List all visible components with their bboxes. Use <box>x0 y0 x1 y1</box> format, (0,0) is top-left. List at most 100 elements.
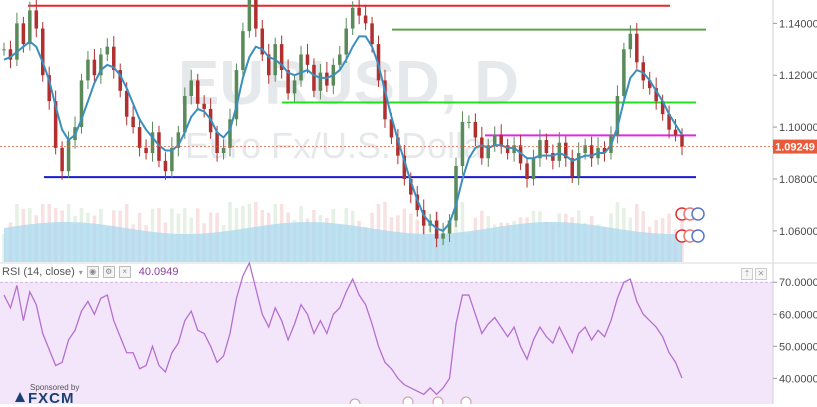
event-markers[interactable] <box>675 207 705 243</box>
candle-body <box>53 101 58 148</box>
close-pane-icon[interactable]: ✕ <box>755 268 767 280</box>
candle-body <box>241 31 245 71</box>
price-tick-label: 1.12000 <box>779 70 817 82</box>
current-price-label: 1.09249 <box>775 142 815 154</box>
candle-body <box>47 75 51 102</box>
price-tick-label: 1.14000 <box>779 18 817 30</box>
candle-body <box>421 210 426 226</box>
candle-body <box>247 0 252 32</box>
rsi-dropdown-icon[interactable]: ▾ <box>78 267 83 277</box>
volume-layer <box>2 202 684 262</box>
rsi-axis[interactable]: 70.0000 60.0000 50.0000 40.0000 <box>773 277 817 385</box>
volume-average-area <box>4 222 682 262</box>
event-marker-icon[interactable] <box>349 398 361 404</box>
candle-body <box>447 220 452 234</box>
candle-body <box>370 23 374 45</box>
rsi-event-markers[interactable] <box>349 396 472 404</box>
price-tick-label: 1.10000 <box>779 122 817 134</box>
candle-body <box>615 95 620 135</box>
event-marker-icon[interactable] <box>691 207 705 221</box>
rsi-tick-label: 50.0000 <box>779 341 817 353</box>
candle-body <box>667 114 671 130</box>
candle-body <box>124 90 129 117</box>
candle-body <box>660 101 665 115</box>
candle-body <box>183 95 187 133</box>
price-axis[interactable]: 1.14000 1.12000 1.10000 1.08000 1.06000 <box>773 18 817 238</box>
rsi-tick-label: 70.0000 <box>779 277 817 289</box>
candle-body <box>512 145 516 154</box>
current-price-badge <box>773 139 817 154</box>
candle-body <box>357 7 361 16</box>
event-marker-icon[interactable] <box>402 396 414 404</box>
candle-body <box>518 145 523 164</box>
candle-body <box>647 80 652 89</box>
candle-body <box>441 233 445 239</box>
close-icon[interactable]: × <box>118 266 131 278</box>
sponsor-name[interactable]: FXCM <box>28 390 75 407</box>
candle-body <box>551 153 555 161</box>
moving-average-line <box>3 35 683 233</box>
candle-body <box>557 142 562 161</box>
candle-body <box>86 59 90 81</box>
price-tick-label: 1.06000 <box>779 226 817 238</box>
rsi-path <box>3 261 683 396</box>
candle-body <box>673 129 678 135</box>
candle-body <box>15 23 19 60</box>
candle-body <box>531 158 536 179</box>
candle-body <box>492 134 497 146</box>
candle-body <box>195 80 200 104</box>
candle-body <box>602 147 607 154</box>
candle-body <box>434 220 439 239</box>
candle-body <box>473 121 478 138</box>
candle-body <box>254 0 258 29</box>
candle-body <box>202 103 206 109</box>
rsi-header: RSI (14, close) ▾ ◉ ⚙ × 40.0949 <box>2 266 179 278</box>
rsi-overbought-band <box>0 282 773 404</box>
candle-body <box>299 54 303 81</box>
candle-body <box>344 28 348 55</box>
candle-body <box>583 145 587 154</box>
candle-body <box>480 137 484 159</box>
candle-body <box>363 15 368 24</box>
candle-body <box>525 163 529 179</box>
candle-body <box>105 46 110 55</box>
candle-body <box>505 145 510 154</box>
event-marker-icon[interactable] <box>691 229 705 243</box>
candle-body <box>266 54 271 76</box>
candle-body <box>92 59 97 76</box>
rsi-line <box>3 261 683 396</box>
candle-body <box>576 153 581 177</box>
rsi-tick-label: 60.0000 <box>779 309 817 321</box>
candle-body <box>589 145 594 159</box>
candle-body <box>389 119 394 138</box>
symbol-watermark: EURUSD, D <box>178 49 519 118</box>
candle-body <box>99 54 103 76</box>
candle-body <box>189 80 194 96</box>
candle-body <box>350 7 355 29</box>
event-marker-icon[interactable] <box>432 396 444 404</box>
settings-icon[interactable]: ⚙ <box>102 266 115 278</box>
candle-body <box>144 147 148 154</box>
candle-body <box>486 145 491 159</box>
candle-body <box>118 70 122 91</box>
candle-body <box>21 23 26 45</box>
candle-body <box>305 54 310 65</box>
candle-body <box>79 80 84 128</box>
rsi-title[interactable]: RSI (14, close) <box>2 266 75 278</box>
candle-body <box>260 28 265 55</box>
candle-body <box>680 134 684 147</box>
candle-body <box>312 64 316 91</box>
candle-body <box>402 155 407 179</box>
ma-layer <box>3 35 683 233</box>
candle-body <box>34 10 39 29</box>
event-marker-icon[interactable] <box>460 396 472 404</box>
maximize-pane-icon[interactable]: ⇡ <box>741 268 753 280</box>
eye-icon[interactable]: ◉ <box>86 266 99 278</box>
rsi-tick-label: 40.0000 <box>779 373 817 385</box>
candle-body <box>622 49 626 96</box>
description-watermark: Euro Fx/U.S. Dollar <box>185 125 495 166</box>
candle-body <box>454 166 458 221</box>
candle-body <box>628 33 633 50</box>
fxcm-logo-icon[interactable] <box>14 391 26 403</box>
